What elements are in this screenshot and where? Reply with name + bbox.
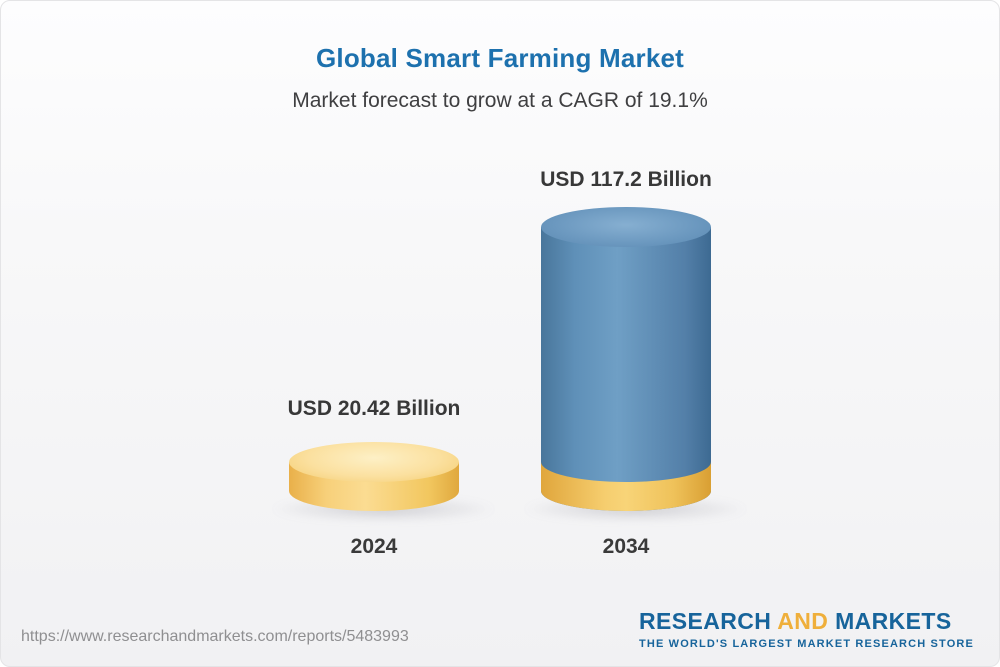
bar-2034-top-face xyxy=(541,207,711,247)
value-label-2034: USD 117.2 Billion xyxy=(540,168,712,191)
category-label-2034: 2034 xyxy=(602,535,650,558)
research-and-markets-logo: RESEARCH AND MARKETS THE WORLD'S LARGEST… xyxy=(639,608,974,650)
category-label-2024: 2024 xyxy=(350,535,398,558)
logo-wordmark: RESEARCH AND MARKETS xyxy=(639,608,974,635)
bar-2024-top-face xyxy=(289,442,459,482)
logo-word-and: AND xyxy=(777,608,829,634)
chart-subtitle: Market forecast to grow at a CAGR of 19.… xyxy=(292,89,708,112)
chart-title: Global Smart Farming Market xyxy=(315,43,685,73)
logo-word-markets: MARKETS xyxy=(835,608,952,634)
logo-word-research: RESEARCH xyxy=(639,608,772,634)
bar-2024 xyxy=(289,442,459,511)
bar-2034 xyxy=(541,207,711,511)
bar-2034-base-segment xyxy=(541,442,711,511)
value-label-2024: USD 20.42 Billion xyxy=(287,397,461,420)
report-url: https://www.researchandmarkets.com/repor… xyxy=(21,628,409,645)
bar-2034-seam xyxy=(541,442,711,482)
logo-tagline: THE WORLD'S LARGEST MARKET RESEARCH STOR… xyxy=(639,638,974,650)
